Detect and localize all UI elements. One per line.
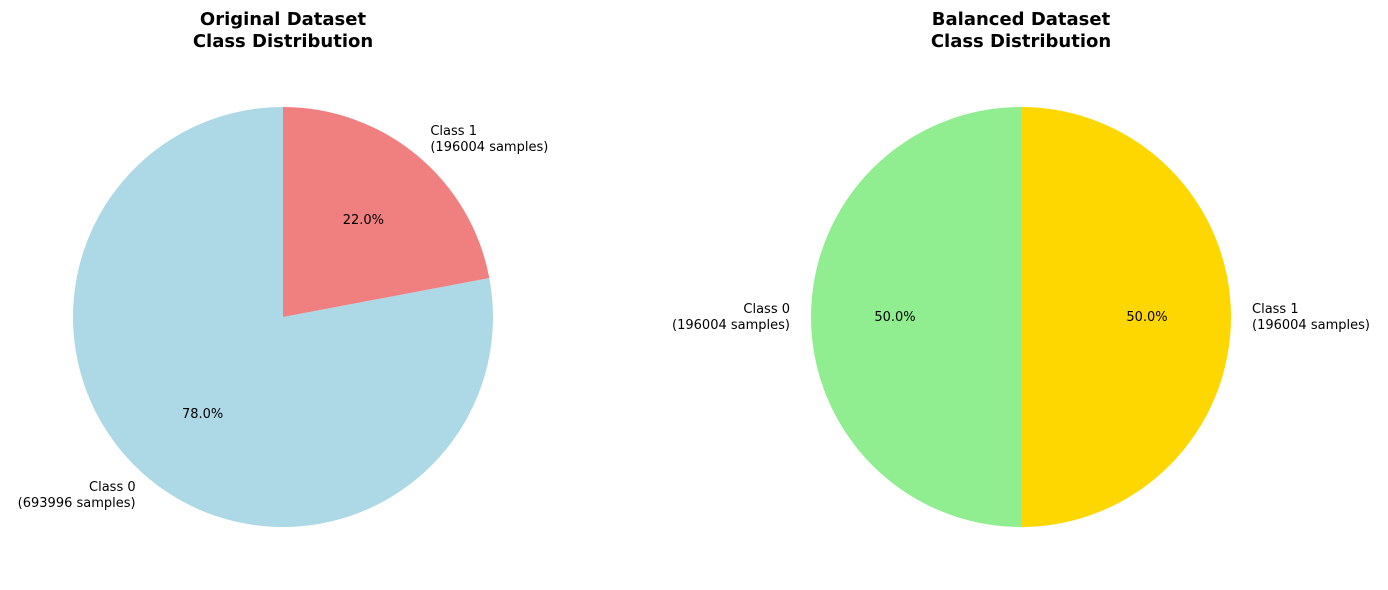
pie-slice-class-1	[1021, 107, 1231, 527]
chart-title: Original Dataset Class Distribution	[193, 9, 373, 52]
slice-label-line: Class 1	[1252, 302, 1299, 317]
percent-label: 50.0%	[874, 310, 915, 325]
slice-label-line: (196004 samples)	[672, 318, 790, 333]
percent-label: 78.0%	[182, 407, 223, 422]
pie-slice-class-1	[283, 107, 490, 317]
chart-title-line: Original Dataset	[200, 9, 367, 30]
slice-label-line: (196004 samples)	[430, 140, 548, 155]
slice-label-line: Class 0	[743, 302, 790, 317]
slice-label-line: (196004 samples)	[1252, 318, 1370, 333]
slice-label: Class 1 (196004 samples)	[1252, 302, 1370, 333]
slice-label-line: (693996 samples)	[18, 496, 136, 511]
slice-label: Class 1 (196004 samples)	[430, 124, 548, 155]
percent-label: 50.0%	[1126, 310, 1167, 325]
pie-chart-1: Balanced Dataset Class Distribution 50.0% C…	[672, 9, 1370, 527]
slice-label: Class 0 (693996 samples)	[18, 480, 136, 511]
pie-slice-class-0	[811, 107, 1021, 527]
chart-title-line: Class Distribution	[931, 31, 1111, 52]
percent-label: 22.0%	[343, 213, 384, 228]
chart-title-line: Balanced Dataset	[932, 9, 1111, 30]
pie-chart-0: Original Dataset Class Distribution 78.0% C…	[18, 9, 548, 527]
slice-label: Class 0 (196004 samples)	[672, 302, 790, 333]
chart-title-line: Class Distribution	[193, 31, 373, 52]
slice-label-line: Class 0	[89, 480, 136, 495]
chart-title: Balanced Dataset Class Distribution	[931, 9, 1111, 52]
slice-label-line: Class 1	[430, 124, 477, 139]
